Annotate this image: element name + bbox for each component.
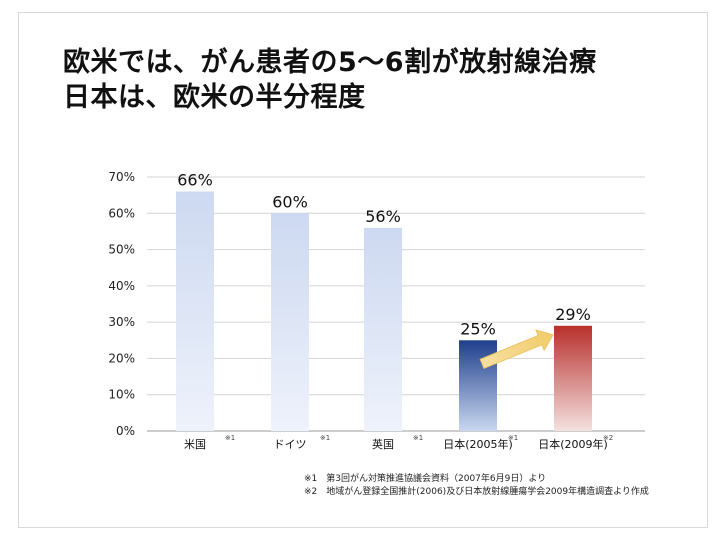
x-tick-note: ※2 (603, 434, 613, 442)
y-tick-label: 20% (108, 351, 135, 365)
slide: 欧米では、がん患者の5〜6割が放射線治療 日本は、欧米の半分程度 0% 10% 20… (18, 12, 708, 528)
value-labels: 66% 60% 56% 25% 29% (177, 171, 591, 339)
x-tick-note: ※1 (225, 434, 235, 442)
value-label: 56% (365, 207, 401, 226)
x-tick-label: 英国 (372, 437, 394, 451)
bar (176, 191, 214, 431)
y-tick-label: 70% (108, 170, 135, 184)
x-tick-label: 米国 (184, 438, 206, 451)
value-label: 60% (272, 192, 308, 211)
bars (176, 191, 592, 431)
trend-arrow (479, 329, 554, 370)
y-tick-label: 50% (108, 243, 135, 257)
value-label: 29% (555, 305, 591, 324)
x-tick-label: 日本(2005年) (443, 437, 513, 451)
y-tick-label: 0% (116, 424, 135, 438)
y-axis-ticks: 0% 10% 20% 30% 40% 50% 60% 70% (108, 170, 135, 438)
bar (459, 340, 497, 431)
value-label: 66% (177, 171, 213, 190)
x-tick-note: ※1 (413, 434, 423, 442)
bar (554, 325, 592, 431)
bar-chart: 0%10%20%30%40%50%60%70% 66%60%56%25%29% … (108, 170, 645, 451)
y-tick-label: 30% (108, 315, 135, 329)
x-axis-labels: 米国 ※1 ドイツ ※1 英国 ※1 日本(2005年)※1 日本(2009年)※2 (184, 434, 613, 451)
bar (271, 213, 309, 431)
trend-arrow-shape (479, 329, 554, 370)
y-tick-label: 10% (108, 388, 135, 402)
x-tick-note: ※1 (508, 434, 518, 442)
slide-title-line-1: 欧米では、がん患者の5〜6割が放射線治療 (63, 47, 597, 78)
y-tick-label: 40% (108, 279, 135, 293)
footnote-1: ※1 第3回がん対策推進協議会資料（2007年6月9日）より (304, 474, 547, 484)
slide-title-line-2: 日本は、欧米の半分程度 (63, 82, 366, 113)
value-label: 25% (460, 319, 496, 338)
x-tick-label: 日本(2009年) (538, 437, 608, 451)
y-tick-label: 60% (108, 206, 135, 220)
x-tick-label: ドイツ (274, 438, 307, 451)
arrow-icon (479, 329, 554, 370)
footnotes: ※1 第3回がん対策推進協議会資料（2007年6月9日）より ※2 地域がん登録… (304, 473, 649, 499)
footnote-2: ※2 地域がん登録全国推計(2006)及び日本放射線腫瘍学会2009年構造調査よ… (304, 487, 649, 497)
bar (364, 227, 402, 431)
x-tick-note: ※1 (320, 434, 330, 442)
